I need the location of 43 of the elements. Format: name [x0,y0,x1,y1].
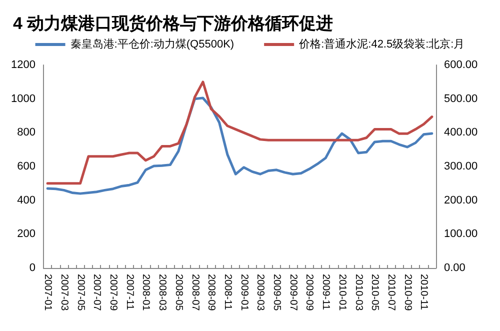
x-tick-label: 2009-01 [238,274,250,312]
x-tick-label: 2008-09 [206,274,217,312]
x-tick-label: 2007-09 [107,274,118,312]
legend-label: 秦皇岛港:平仓价:动力煤(Q5500K) [70,38,234,50]
line-series [46,80,434,185]
x-tick-label: 2009-11 [320,274,332,310]
y-tick-label: 800 [17,126,36,139]
x-tick-label: 2008-03 [156,274,168,312]
y2-tick-label: 0.00 [444,262,466,274]
y-tick-label: 600 [17,160,36,172]
y-tick-label: 400 [17,194,36,206]
y-tick-label: 0 [29,262,36,274]
y2-tick-label: 200.00 [444,194,478,206]
x-tick-label: 2008-07 [189,274,200,312]
y2-tick-label: 600.00 [444,59,478,71]
x-tick-label: 2010-11 [418,274,430,310]
y2-tick-label: 400.00 [444,126,478,139]
y2-tick-label: 100.00 [444,228,478,240]
y2-tick-label: 500.00 [444,92,478,105]
x-tick-label: 2007-11 [124,274,135,310]
y-tick-label: 1000 [10,92,36,105]
y-tick-label: 200 [17,228,36,240]
x-tick-label: 2009-07 [287,274,298,312]
x-tick-label: 2010-05 [369,274,380,312]
x-tick-label: 2010-07 [386,274,397,312]
x-tick-label: 2009-05 [271,274,282,312]
x-tick-label: 2007-03 [58,274,70,312]
chart-title: 4 动力煤港口现货价格与下游价格循环促进 [13,14,334,33]
x-tick-label: 2010-03 [352,274,364,312]
legend-label: 价格:普通水泥:42.5级袋装:北京:月 [298,38,465,50]
x-tick-label: 2010-01 [336,274,348,312]
x-tick-label: 2007-05 [74,274,86,312]
x-tick-label: 2007-01 [42,274,54,312]
x-tick-label: 2008-05 [172,274,184,312]
x-tick-label: 2008-11 [222,274,233,310]
y-tick-label: 1200 [10,59,36,71]
line-series [46,96,434,195]
x-tick-label: 2008-01 [140,274,152,312]
x-tick-label: 2009-03 [254,274,266,312]
y2-tick-label: 300.00 [444,160,478,172]
x-tick-label: 2009-09 [304,274,315,312]
x-tick-label: 2007-07 [91,274,102,312]
x-tick-label: 2010-09 [402,274,413,312]
